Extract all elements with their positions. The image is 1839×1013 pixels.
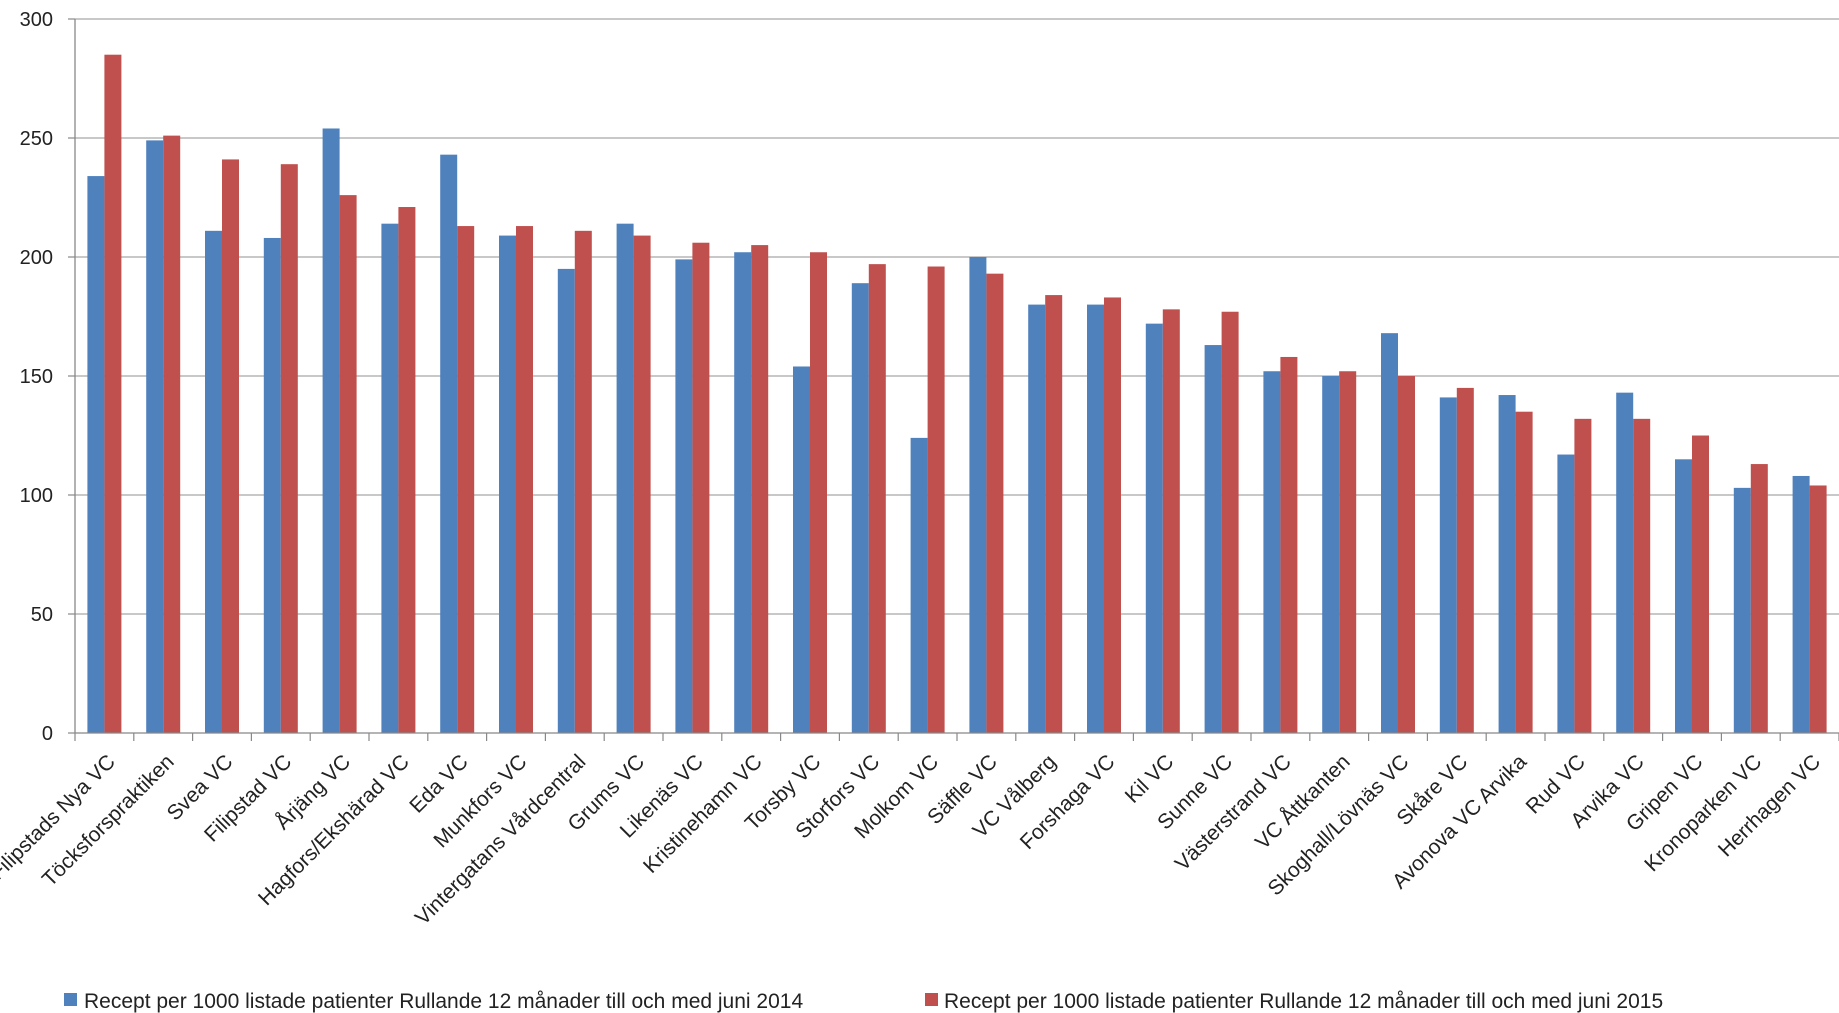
- bar-2015: [1456, 387, 1474, 733]
- bar-2015: [1398, 376, 1415, 733]
- legend-label-2014: Recept per 1000 listade patienter Rullan…: [84, 990, 803, 1013]
- bar-2014: [557, 268, 575, 733]
- bar-2015: [398, 207, 416, 733]
- bar-2015: [810, 252, 827, 734]
- bar-2014: [1733, 487, 1751, 733]
- bar-2014: [87, 176, 105, 733]
- y-tick-label: 100: [20, 485, 53, 507]
- y-tick-label: 200: [20, 247, 53, 269]
- bar-2015: [927, 266, 945, 733]
- bar-2015: [280, 164, 298, 733]
- bar-2015: [339, 195, 357, 733]
- bar-2014: [616, 223, 634, 733]
- legend: Recept per 1000 listade patienter Rullan…: [64, 990, 1663, 1013]
- bar-2014: [1675, 459, 1692, 733]
- bar-2015: [1809, 485, 1827, 733]
- bar-2015: [457, 226, 475, 733]
- y-tick-label: 0: [42, 723, 53, 745]
- bar-2015: [1692, 435, 1709, 733]
- bar-2014: [1028, 304, 1046, 733]
- bar-2015: [222, 159, 239, 734]
- legend-swatch-2014: [64, 993, 77, 1006]
- bar-2014: [969, 257, 987, 733]
- bar-2015: [1515, 411, 1533, 733]
- bar-2014: [675, 259, 693, 733]
- bar-2014: [146, 140, 164, 733]
- bar-2014: [851, 283, 869, 733]
- bar-2015: [868, 264, 886, 733]
- bar-2014: [1439, 397, 1457, 733]
- bar-2014: [1616, 392, 1634, 733]
- bar-2014: [1792, 475, 1810, 733]
- x-axis-ticks: Filipstads Nya VCTöcksforspraktikenSvea …: [0, 733, 1839, 930]
- bar-2014: [205, 230, 222, 733]
- bar-2014: [1087, 304, 1104, 733]
- bar-2015: [1221, 311, 1239, 733]
- bar-2014: [1322, 376, 1340, 733]
- bar-2014: [910, 437, 928, 733]
- bar-2015: [1162, 309, 1180, 733]
- legend-swatch-2015: [925, 993, 938, 1006]
- y-tick-label: 50: [31, 604, 53, 626]
- bar-2015: [574, 230, 592, 733]
- bar-2014: [1145, 323, 1163, 733]
- bar-2014: [322, 128, 340, 734]
- y-axis-ticks: 0 50 100 150 200 250 300: [20, 9, 75, 745]
- bar-2015: [163, 135, 181, 733]
- bar-2014: [1263, 371, 1281, 733]
- bar-2015: [692, 242, 710, 733]
- bar-2015: [516, 226, 533, 733]
- bar-2014: [734, 252, 752, 734]
- bar-2015: [104, 54, 122, 733]
- bar-2014: [1204, 345, 1222, 733]
- bar-2015: [1045, 295, 1063, 733]
- bar-2015: [633, 235, 651, 733]
- bar-2015: [1633, 418, 1651, 733]
- bar-2015: [1574, 418, 1592, 733]
- bar-2014: [1498, 395, 1516, 733]
- bar-2014: [440, 154, 458, 733]
- bar-2014: [263, 237, 281, 733]
- bar-2014: [499, 235, 516, 733]
- bar-2015: [751, 245, 769, 733]
- bar-2015: [1339, 371, 1357, 733]
- bar-2015: [986, 273, 1004, 733]
- y-tick-label: 150: [20, 366, 53, 388]
- bar-2015: [1104, 297, 1121, 733]
- bar-2015: [1750, 464, 1768, 733]
- x-tick-label: Kil VC: [1121, 750, 1179, 808]
- y-tick-label: 300: [20, 9, 53, 31]
- bars: [87, 54, 1827, 734]
- y-tick-label: 250: [20, 128, 53, 150]
- bar-2015: [1280, 356, 1298, 733]
- bar-2014: [793, 366, 810, 733]
- gridlines: [75, 18, 1839, 615]
- bar-2014: [381, 223, 399, 733]
- legend-label-2015: Recept per 1000 listade patienter Rullan…: [944, 990, 1663, 1013]
- bar-2014: [1557, 454, 1575, 733]
- bar-2014: [1381, 333, 1398, 733]
- x-tick-label: Herrhagen VC: [1714, 750, 1825, 861]
